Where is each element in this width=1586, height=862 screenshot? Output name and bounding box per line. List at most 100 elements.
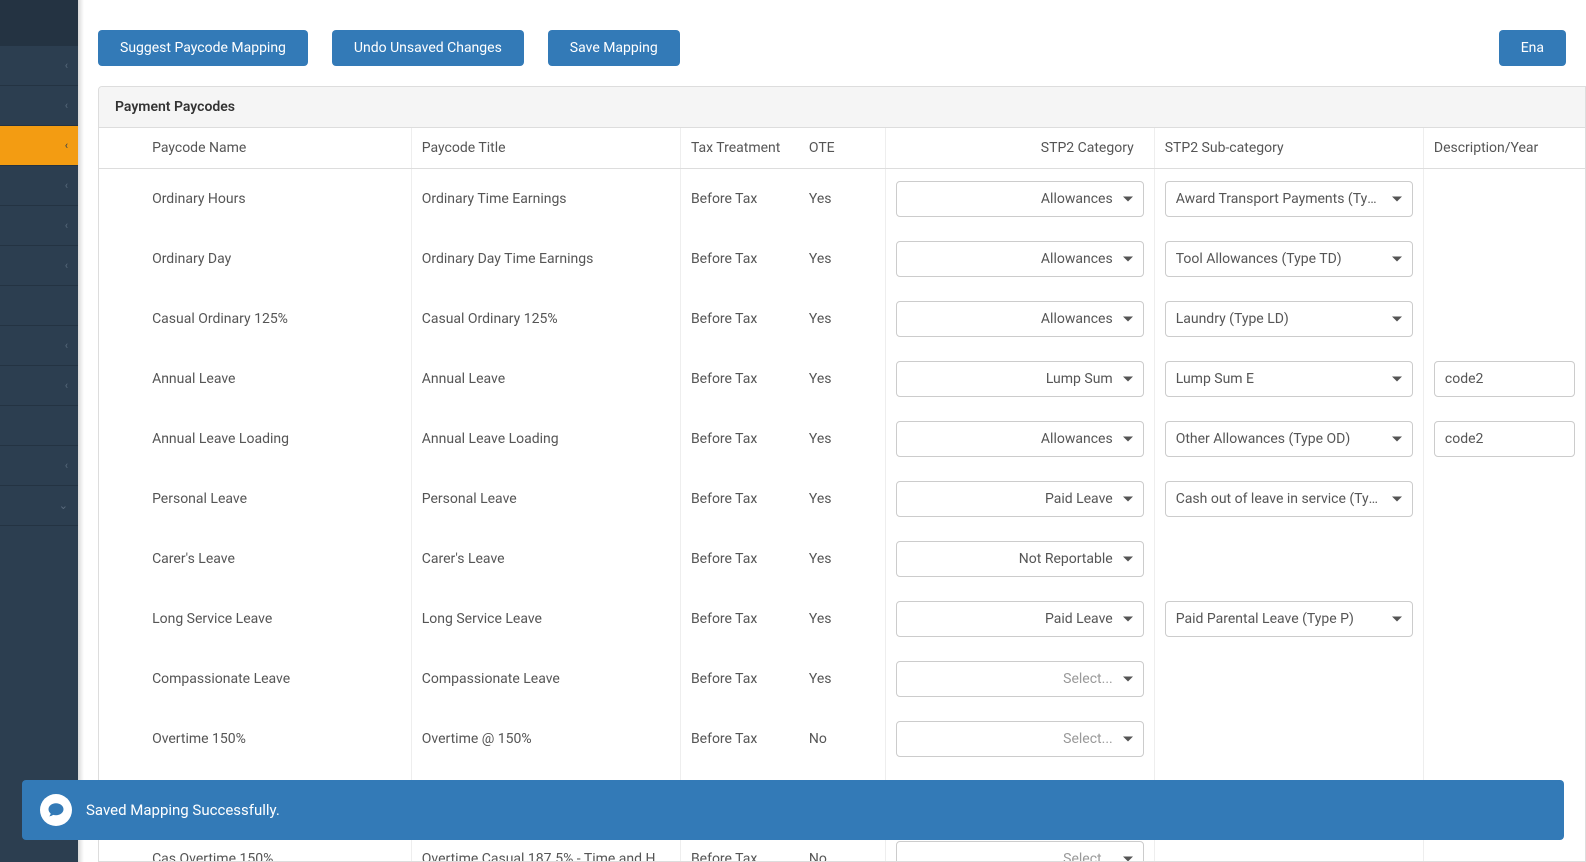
- sidebar-item-0[interactable]: ‹: [0, 46, 78, 86]
- select-value: Cash out of leave in service (Type ...: [1176, 491, 1382, 507]
- cell-paycode-name: Annual Leave Loading: [142, 409, 411, 469]
- chevron-icon: ‹: [65, 379, 68, 392]
- undo-changes-button[interactable]: Undo Unsaved Changes: [332, 30, 524, 66]
- main-content: Suggest Paycode Mapping Undo Unsaved Cha…: [78, 0, 1586, 862]
- table-row: Ordinary DayOrdinary Day Time EarningsBe…: [99, 229, 1585, 289]
- col-paycode-title: Paycode Title: [411, 128, 680, 169]
- cell-paycode-name: Casual Ordinary 125%: [142, 289, 411, 349]
- cell-stp2-category: Allowances: [885, 409, 1154, 469]
- sidebar-item-4[interactable]: ‹: [0, 206, 78, 246]
- row-empty: [99, 649, 142, 709]
- stp2-category-select[interactable]: Allowances: [896, 181, 1144, 217]
- sidebar-item-5[interactable]: ‹: [0, 246, 78, 286]
- cell-paycode-name: Carer's Leave: [142, 529, 411, 589]
- cell-stp2-subcategory: [1154, 649, 1423, 709]
- cell-tax-treatment: Before Tax: [680, 169, 798, 230]
- col-tax-treatment: Tax Treatment: [680, 128, 798, 169]
- sidebar-item-3[interactable]: ‹: [0, 166, 78, 206]
- cell-paycode-title: Personal Leave: [411, 469, 680, 529]
- sidebar-item-7[interactable]: ‹: [0, 326, 78, 366]
- stp2-category-select[interactable]: Select...: [896, 661, 1144, 697]
- cell-tax-treatment: Before Tax: [680, 529, 798, 589]
- cell-tax-treatment: Before Tax: [680, 229, 798, 289]
- chat-icon: [40, 794, 72, 826]
- select-value: Other Allowances (Type OD): [1176, 431, 1382, 447]
- chevron-icon: ⌄: [59, 499, 68, 512]
- row-empty: [99, 709, 142, 769]
- cell-description-year: [1423, 529, 1585, 589]
- stp2-subcategory-select[interactable]: Laundry (Type LD): [1165, 301, 1413, 337]
- sidebar-top: [0, 0, 78, 46]
- cell-stp2-category: Select...: [885, 649, 1154, 709]
- select-value: Paid Leave: [907, 611, 1113, 627]
- chevron-icon: ‹: [65, 339, 68, 352]
- cell-stp2-category: Paid Leave: [885, 469, 1154, 529]
- stp2-category-select[interactable]: Paid Leave: [896, 481, 1144, 517]
- cell-paycode-title: Ordinary Time Earnings: [411, 169, 680, 230]
- cell-stp2-category: Paid Leave: [885, 589, 1154, 649]
- select-value: Paid Parental Leave (Type P): [1176, 611, 1382, 627]
- caret-down-icon: [1123, 737, 1133, 742]
- caret-down-icon: [1123, 317, 1133, 322]
- cell-paycode-name: Ordinary Day: [142, 229, 411, 289]
- cell-stp2-subcategory: Other Allowances (Type OD): [1154, 409, 1423, 469]
- cell-tax-treatment: Before Tax: [680, 589, 798, 649]
- cell-stp2-category: Allowances: [885, 229, 1154, 289]
- caret-down-icon: [1123, 557, 1133, 562]
- stp2-subcategory-select[interactable]: Cash out of leave in service (Type ...: [1165, 481, 1413, 517]
- stp2-category-select[interactable]: Allowances: [896, 301, 1144, 337]
- suggest-mapping-button[interactable]: Suggest Paycode Mapping: [98, 30, 308, 66]
- cell-paycode-title: Long Service Leave: [411, 589, 680, 649]
- cell-paycode-name: Personal Leave: [142, 469, 411, 529]
- sidebar-item-6[interactable]: [0, 286, 78, 326]
- cell-description-year: [1423, 289, 1585, 349]
- stp2-subcategory-select[interactable]: Award Transport Payments (Type ...: [1165, 181, 1413, 217]
- save-mapping-button[interactable]: Save Mapping: [548, 30, 680, 66]
- cell-paycode-name: Ordinary Hours: [142, 169, 411, 230]
- cell-stp2-subcategory: Lump Sum E: [1154, 349, 1423, 409]
- caret-down-icon: [1123, 437, 1133, 442]
- cell-stp2-category: Allowances: [885, 169, 1154, 230]
- cell-tax-treatment: Before Tax: [680, 649, 798, 709]
- col-stp2-category: STP2 Category: [885, 128, 1154, 169]
- sidebar-item-11[interactable]: ⌄: [0, 486, 78, 526]
- description-year-input[interactable]: code2: [1434, 361, 1575, 397]
- table-row: Annual LeaveAnnual LeaveBefore TaxYesLum…: [99, 349, 1585, 409]
- sidebar: ‹‹‹‹‹‹‹‹‹⌄: [0, 0, 78, 862]
- stp2-category-select[interactable]: Not Reportable: [896, 541, 1144, 577]
- chevron-icon: ‹: [65, 179, 68, 192]
- select-value: Allowances: [907, 431, 1113, 447]
- cell-stp2-subcategory: Cash out of leave in service (Type ...: [1154, 469, 1423, 529]
- sidebar-item-9[interactable]: [0, 406, 78, 446]
- cell-stp2-subcategory: Award Transport Payments (Type ...: [1154, 169, 1423, 230]
- table-row: Carer's LeaveCarer's LeaveBefore TaxYesN…: [99, 529, 1585, 589]
- caret-down-icon: [1123, 857, 1133, 862]
- stp2-category-select[interactable]: Select...: [896, 721, 1144, 757]
- stp2-subcategory-select[interactable]: Lump Sum E: [1165, 361, 1413, 397]
- table-header-row: Paycode Name Paycode Title Tax Treatment…: [99, 128, 1585, 169]
- stp2-subcategory-select[interactable]: Other Allowances (Type OD): [1165, 421, 1413, 457]
- cell-paycode-name: Long Service Leave: [142, 589, 411, 649]
- table-scroll[interactable]: Paycode Name Paycode Title Tax Treatment…: [99, 128, 1585, 861]
- select-value: Lump Sum: [907, 371, 1113, 387]
- enable-button[interactable]: Ena: [1499, 30, 1566, 66]
- select-value: Paid Leave: [907, 491, 1113, 507]
- cell-stp2-subcategory: Laundry (Type LD): [1154, 289, 1423, 349]
- sidebar-item-10[interactable]: ‹: [0, 446, 78, 486]
- sidebar-item-8[interactable]: ‹: [0, 366, 78, 406]
- caret-down-icon: [1392, 317, 1402, 322]
- stp2-category-select[interactable]: Allowances: [896, 421, 1144, 457]
- caret-down-icon: [1392, 197, 1402, 202]
- stp2-category-select[interactable]: Lump Sum: [896, 361, 1144, 397]
- stp2-category-select[interactable]: Paid Leave: [896, 601, 1144, 637]
- description-year-input[interactable]: code2: [1434, 421, 1575, 457]
- caret-down-icon: [1123, 497, 1133, 502]
- sidebar-item-1[interactable]: ‹: [0, 86, 78, 126]
- stp2-category-select[interactable]: Allowances: [896, 241, 1144, 277]
- row-empty: [99, 409, 142, 469]
- stp2-subcategory-select[interactable]: Tool Allowances (Type TD): [1165, 241, 1413, 277]
- success-toast: Saved Mapping Successfully.: [22, 780, 1564, 840]
- stp2-subcategory-select[interactable]: Paid Parental Leave (Type P): [1165, 601, 1413, 637]
- stp2-category-select[interactable]: Select...: [896, 841, 1144, 861]
- sidebar-item-2[interactable]: ‹: [0, 126, 78, 166]
